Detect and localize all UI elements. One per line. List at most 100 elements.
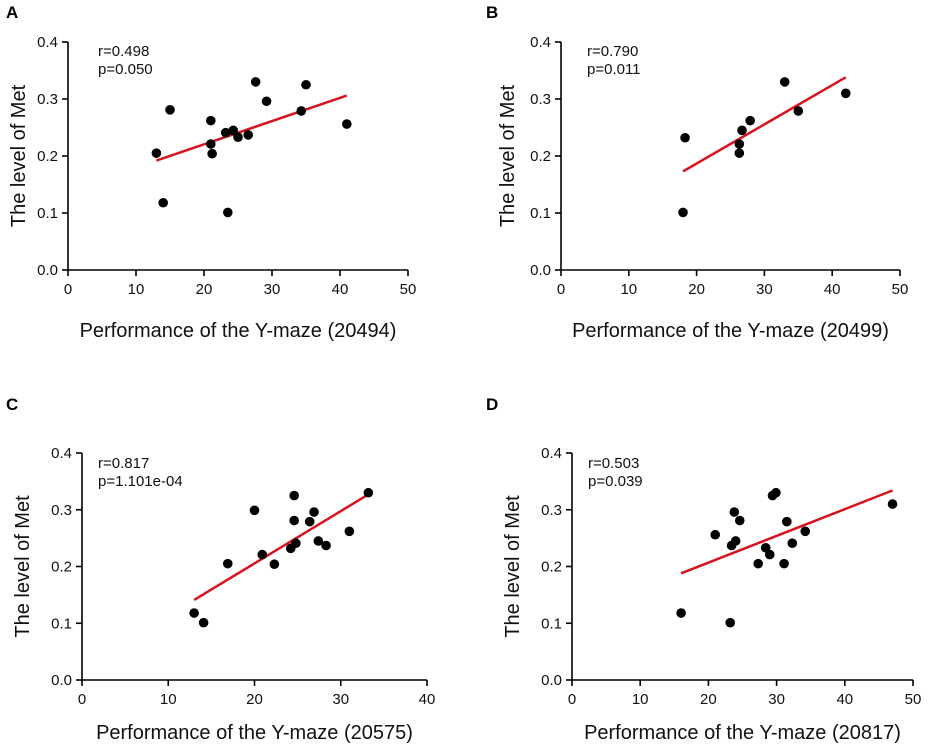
y-tick-label: 0.4 [541,445,562,462]
x-tick-label: 50 [905,691,922,708]
data-point [289,515,299,526]
x-tick-label: 40 [824,281,841,298]
x-tick-label: 0 [64,281,72,298]
data-point [771,487,781,498]
data-point [269,559,280,570]
stat-p: p=0.011 [587,61,641,78]
panel-c: C 0.0 0.1 0.2 0.3 0.4 0 10 20 30 40 Performance of … [6,395,435,744]
y-tick-label: 0.3 [51,502,72,519]
data-point [189,608,199,618]
data-point [764,549,775,560]
data-point [725,617,736,628]
data-point [745,115,755,126]
data-point [680,132,690,143]
y-tick-label: 0.2 [37,148,58,165]
x-axis-title: Performance of the Y-maze (20575) [96,722,413,744]
data-point [840,88,851,99]
x-tick-label: 10 [632,691,649,708]
y-tick-label: 0.4 [530,34,551,51]
x-axis-title: Performance of the Y-maze (20499) [572,320,889,342]
data-point [243,130,253,140]
regression-line [682,76,847,173]
x-tick-label: 20 [246,691,263,708]
x-tick-label: 40 [332,281,349,298]
y-tick-label: 0.3 [541,502,562,519]
data-point [223,207,233,218]
y-tick-label: 0.2 [51,559,72,576]
x-tick-label: 30 [756,281,773,298]
y-tick-label: 0.3 [530,91,551,108]
panel-label: A [6,3,18,22]
data-point [313,536,324,546]
data-point [782,516,792,527]
data-point [779,77,790,87]
y-tick-label: 0.1 [37,205,58,222]
data-point [257,549,268,560]
y-axis-title: The level of Met [497,84,519,227]
x-tick-label: 0 [557,281,565,298]
x-tick-label: 20 [700,691,717,708]
regression-line [680,489,893,575]
stat-p: p=1.101e-04 [98,473,183,490]
data-point [363,487,374,498]
data-point [342,119,352,129]
panel-label: C [6,395,18,414]
x-tick-label: 30 [332,691,349,708]
data-point [730,536,741,546]
y-tick-label: 0.4 [51,445,72,462]
data-point [734,515,745,526]
data-point [304,516,315,527]
x-tick-label: 30 [264,281,281,298]
y-tick-label: 0.0 [51,672,72,689]
data-point [321,540,331,551]
data-point [206,115,216,126]
x-tick-label: 50 [892,281,909,298]
data-point [206,139,216,149]
x-tick-label: 10 [160,691,177,708]
data-point [793,106,804,116]
y-axis-title: The level of Met [8,84,30,227]
y-tick-label: 0.1 [530,205,551,222]
stat-p: p=0.050 [98,61,153,78]
x-axis-title: Performance of the Y-maze (20817) [584,722,901,744]
data-point [249,505,260,516]
data-point [729,507,740,517]
y-tick-label: 0.0 [530,262,551,279]
x-tick-label: 0 [568,691,576,708]
stat-r: r=0.503 [588,455,639,472]
data-point [296,106,307,116]
x-tick-label: 10 [128,281,145,298]
regression-line [193,493,369,602]
data-point [151,148,162,158]
data-point [291,538,301,549]
data-point [753,558,763,569]
x-tick-label: 30 [768,691,785,708]
data-point [787,538,798,549]
x-tick-label: 0 [78,691,86,708]
data-point [710,529,721,540]
regression-line [155,94,348,162]
data-point [309,507,319,517]
y-tick-label: 0.2 [541,559,562,576]
data-point [676,608,686,618]
data-point [734,139,745,149]
data-point [198,617,209,628]
data-point [678,207,688,218]
data-point [887,499,898,509]
data-point [800,526,811,537]
data-point [289,490,299,501]
panel-label: D [486,395,498,414]
x-tick-label: 10 [620,281,637,298]
x-tick-label: 20 [196,281,213,298]
data-point [261,96,272,107]
data-point [165,105,175,115]
data-point [228,125,239,136]
stat-p: p=0.039 [588,473,643,490]
x-axis-title: Performance of the Y-maze (20494) [80,320,397,342]
data-point [207,148,217,159]
panel-a: A 0.0 0.1 0.2 0.3 0.4 0 10 20 30 40 50 Performance o… [6,3,416,342]
data-point [222,558,233,569]
data-point [233,132,243,142]
data-point [220,127,231,138]
